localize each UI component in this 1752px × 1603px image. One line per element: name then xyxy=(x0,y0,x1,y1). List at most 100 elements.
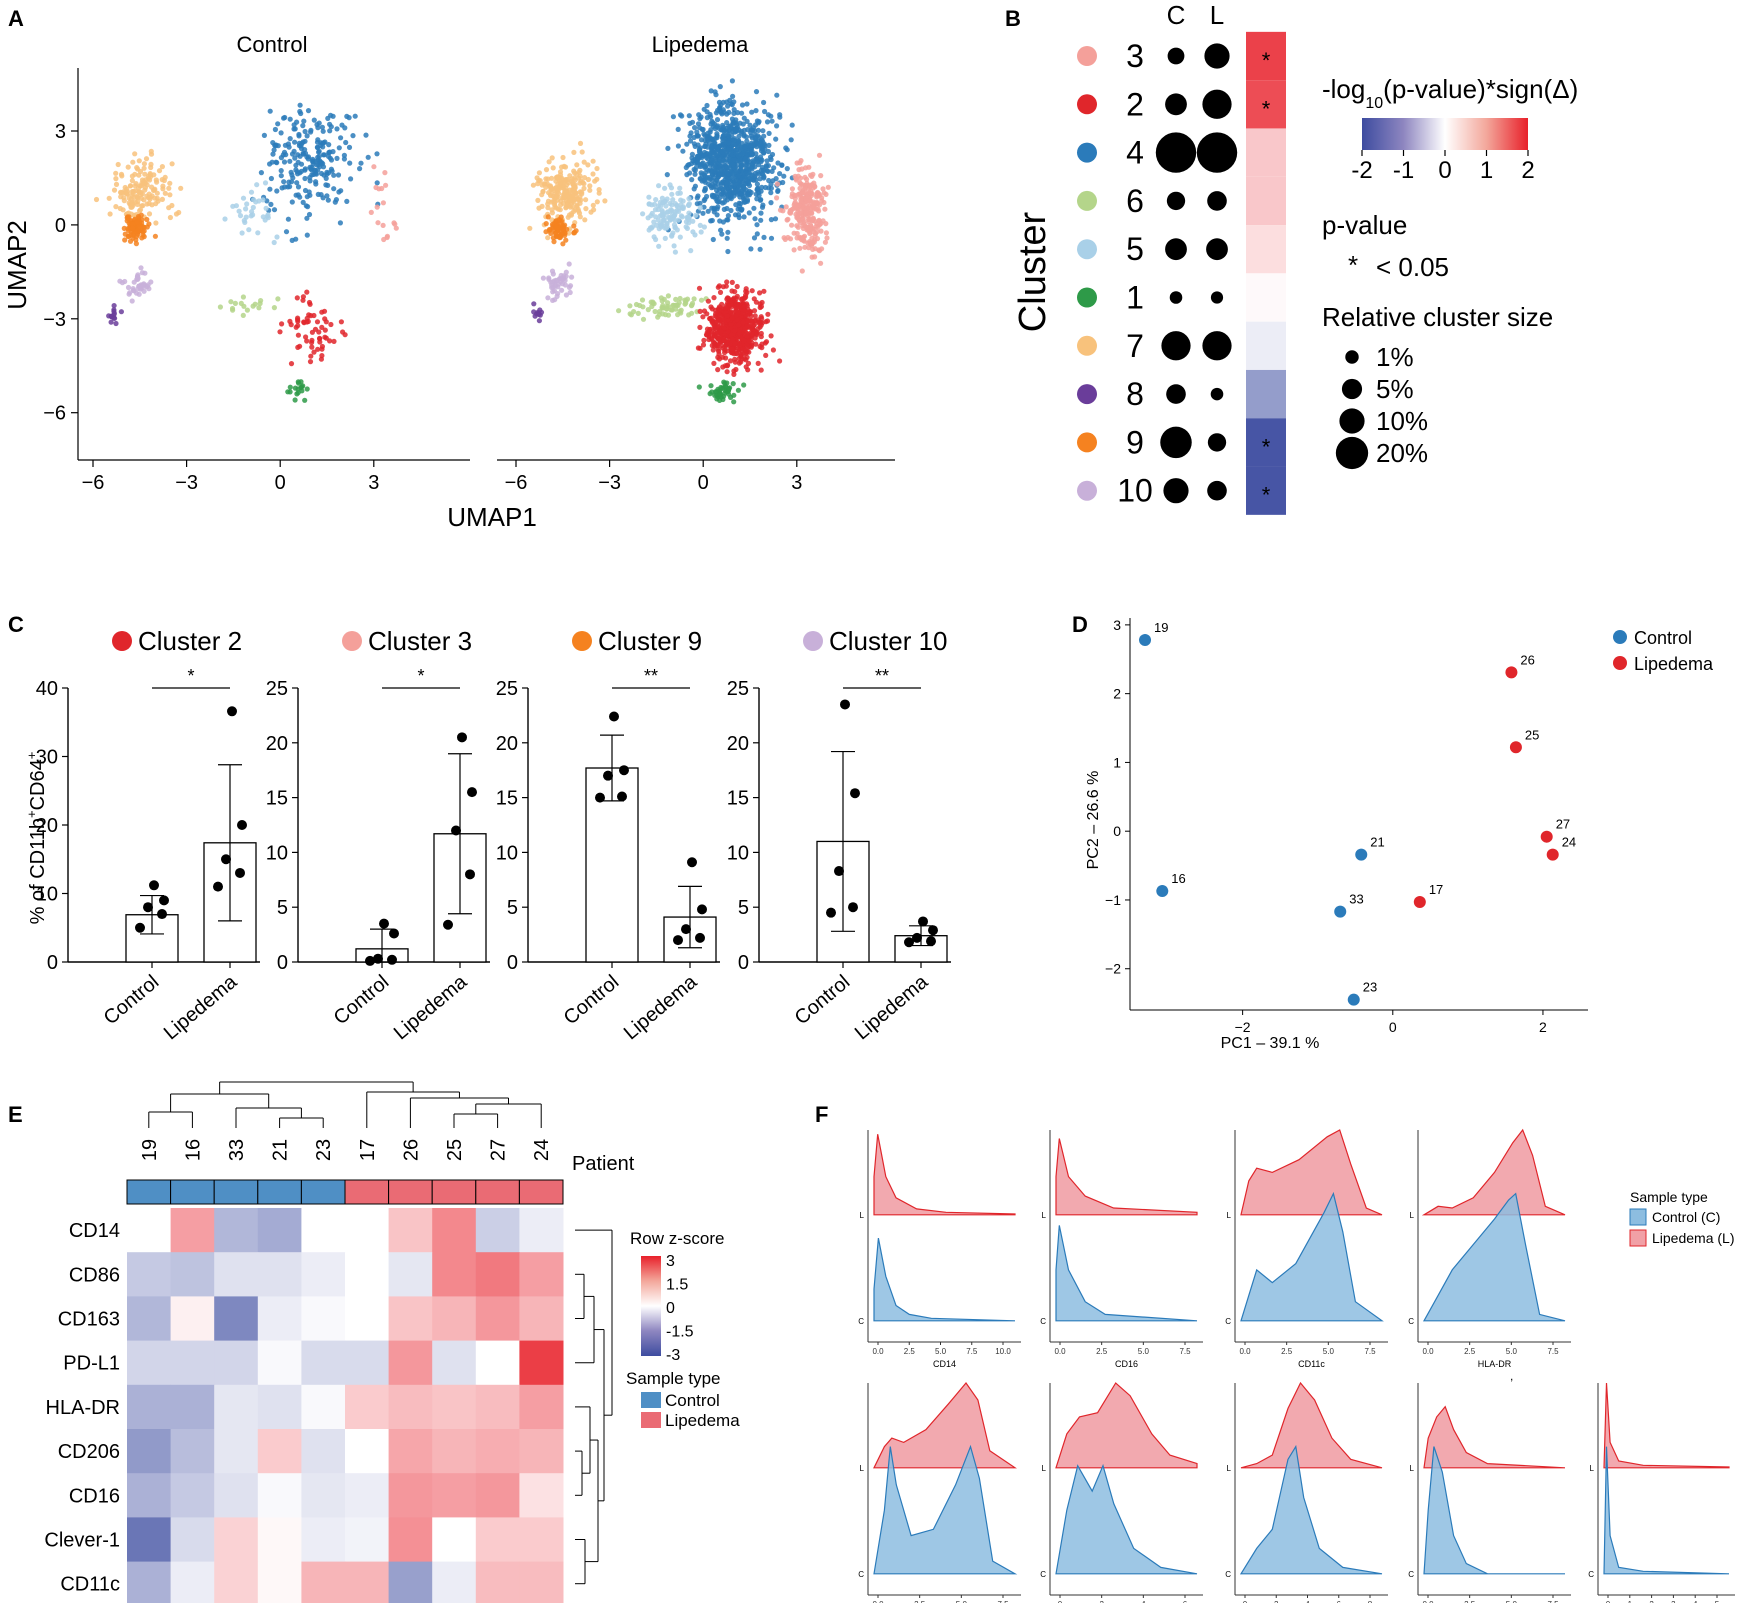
umap-point xyxy=(108,319,114,325)
heatmap-cell xyxy=(257,1208,302,1253)
umap-point xyxy=(248,189,255,195)
heatmap-row-label: CD86 xyxy=(69,1264,120,1286)
heatmap-cell xyxy=(432,1384,477,1430)
umap-point xyxy=(281,159,288,165)
umap-point xyxy=(129,298,135,304)
umap-point xyxy=(656,243,662,249)
umap-point xyxy=(308,129,314,135)
umap-point xyxy=(824,235,830,241)
bar-ytick-label: 10 xyxy=(727,842,749,864)
umap-point xyxy=(715,367,721,373)
heatmap-row-label: CD11c xyxy=(60,1574,120,1596)
umap-point xyxy=(773,136,779,142)
umap-point xyxy=(141,161,147,167)
umap-point xyxy=(671,243,677,249)
umap-point xyxy=(594,199,600,205)
bar-data-point xyxy=(149,880,159,891)
heatmap-column-label: 25 xyxy=(444,1139,466,1161)
umap-point xyxy=(287,318,293,324)
pca-ytick-label: 0 xyxy=(1113,823,1121,839)
umap-point xyxy=(741,127,747,133)
bar-data-point xyxy=(389,928,399,939)
umap-point xyxy=(545,214,551,220)
umap-point xyxy=(762,108,768,115)
umap-point xyxy=(819,246,825,252)
umap-point xyxy=(731,190,737,196)
bar-data-point xyxy=(695,932,705,943)
umap-point xyxy=(258,298,264,304)
umap-point xyxy=(679,205,685,211)
cluster-color-dot-8 xyxy=(1077,384,1097,405)
heatmap-column-label: 17 xyxy=(357,1139,379,1161)
umap-point xyxy=(754,231,760,237)
umap-point xyxy=(756,320,762,326)
umap-point xyxy=(738,352,744,358)
umap-point xyxy=(750,320,756,326)
heatmap-group-cell xyxy=(126,1179,172,1205)
ridge-density-lipedema xyxy=(1423,1405,1566,1469)
umap-point xyxy=(298,145,305,152)
umap-point xyxy=(721,325,727,331)
umap-point xyxy=(700,210,706,216)
umap-point xyxy=(301,118,307,124)
umap-point xyxy=(791,247,797,253)
significance-marker: * xyxy=(417,666,424,686)
umap-point xyxy=(757,343,763,350)
umap-point xyxy=(243,206,249,212)
umap-point xyxy=(301,319,307,325)
umap-point xyxy=(536,318,543,324)
ridge-legend-control-swatch xyxy=(1629,1208,1647,1226)
umap-point xyxy=(692,125,698,131)
umap-point xyxy=(720,189,726,195)
umap-point xyxy=(564,201,570,208)
umap-point xyxy=(244,307,250,313)
cluster-axis-title: Cluster xyxy=(1012,211,1054,332)
bar-ytick-label: 0 xyxy=(738,952,749,974)
umap-point xyxy=(675,126,681,132)
colorbar-ticks: -2 -1 0 1 2 xyxy=(1351,150,1535,184)
heatmap-cell xyxy=(345,1296,390,1342)
umap-point xyxy=(707,111,713,118)
umap-point xyxy=(570,180,576,186)
ridge-row-label-c: C xyxy=(1225,1570,1231,1579)
umap-point xyxy=(298,110,304,117)
umap-point xyxy=(753,341,759,347)
heatmap-patient-label: Patient xyxy=(572,1153,635,1175)
umap-points xyxy=(93,78,831,405)
umap-point xyxy=(315,145,321,151)
umap-point xyxy=(695,121,702,127)
umap-xtick-label: 0 xyxy=(275,472,286,494)
panel-label-d: D xyxy=(1072,612,1088,637)
umap-point xyxy=(148,279,154,285)
umap-point xyxy=(281,115,287,121)
umap-point xyxy=(320,128,326,134)
heatmap-cell xyxy=(345,1252,390,1297)
bar-ylabel: % of CD11b+CD64+ xyxy=(24,752,49,925)
bar-ytick-label: 40 xyxy=(36,678,58,700)
ridge-row-label-c: C xyxy=(1408,1570,1414,1579)
umap-point xyxy=(707,316,713,322)
umap-point xyxy=(328,321,334,328)
ridge-row-label-c: C xyxy=(1225,1317,1231,1326)
umap-point xyxy=(341,152,347,158)
cluster-heat-cell-5 xyxy=(1246,225,1286,274)
umap-point xyxy=(687,170,693,176)
umap-ytick-label: −3 xyxy=(43,309,66,331)
umap-point xyxy=(748,142,755,148)
umap-point xyxy=(670,114,677,120)
umap-point xyxy=(719,301,725,307)
umap-point xyxy=(239,230,245,236)
umap-point xyxy=(380,222,386,228)
umap-point xyxy=(735,322,742,328)
ridge-row-label-c: C xyxy=(1588,1570,1594,1579)
umap-point xyxy=(384,233,390,239)
umap-point xyxy=(657,308,663,315)
umap-point xyxy=(810,229,817,235)
umap-point xyxy=(392,221,398,227)
umap-point xyxy=(758,197,764,203)
bar-ytick-label: 20 xyxy=(266,733,288,755)
umap-point xyxy=(297,343,303,349)
pca-point-label: 17 xyxy=(1429,882,1443,897)
umap-point xyxy=(664,196,670,202)
